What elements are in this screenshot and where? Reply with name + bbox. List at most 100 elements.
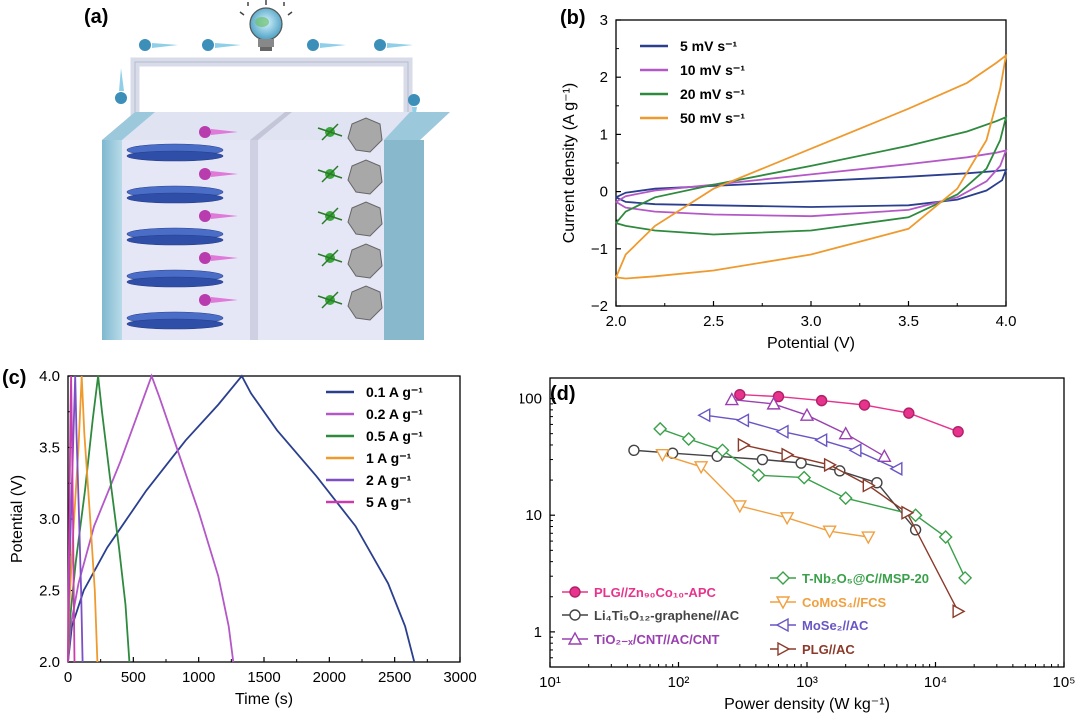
data-point <box>628 444 640 457</box>
data-point <box>858 399 871 411</box>
y-tick-label: 2.0 <box>39 654 60 671</box>
y-tick-label: 100 <box>520 391 542 408</box>
data-point <box>822 525 837 539</box>
legend-label: 5 mV s⁻¹ <box>680 38 738 54</box>
ragone-line-4 <box>659 428 966 579</box>
cv-chart: 2.0 2.5 3.0 3.5 4.0 −2 −1 0 1 2 3 Potential (V) Curr… <box>560 7 1016 352</box>
data-point <box>797 470 812 485</box>
x-tick-label: 10² <box>668 674 690 691</box>
ragone-line-2 <box>633 449 917 531</box>
gcd-curve-2 <box>67 373 235 663</box>
data-point <box>815 394 828 407</box>
x-tick-label: 500 <box>121 669 146 686</box>
separator <box>250 140 258 340</box>
porous-carbon-icons <box>347 117 383 321</box>
data-point <box>952 425 964 438</box>
legend-label: 1 A g⁻¹ <box>366 450 412 466</box>
x-tick-label: 10⁴ <box>924 674 947 691</box>
data-point <box>901 505 915 520</box>
gcd-curve-1 <box>67 374 416 663</box>
data-point <box>775 424 789 439</box>
data-point <box>861 531 876 545</box>
x-tick-label: 3.0 <box>801 313 822 330</box>
gcd-curve-4 <box>67 375 99 663</box>
y-axis-label: Current density (A g⁻¹) <box>561 83 578 244</box>
data-point <box>715 443 730 458</box>
data-point <box>814 432 828 448</box>
data-point <box>756 453 769 466</box>
data-point <box>952 604 966 619</box>
y-tick-label: 0 <box>600 184 608 201</box>
anion-icons <box>317 123 343 309</box>
gcd-chart: 0 500 1000 1500 2000 2500 3000 2.0 2.5 3.0 3.5 4.0 T… <box>2 367 477 708</box>
legend-label: 0.2 A g⁻¹ <box>366 406 423 422</box>
data-point <box>903 407 915 419</box>
y-axis-label: Potential (V) <box>9 475 26 563</box>
legend-label: Li₄Ti₅O₁₂-graphene//AC <box>594 608 740 623</box>
legend-label: 10 mV s⁻¹ <box>680 62 745 78</box>
x-axis-label: Power density (W kg⁻¹) <box>724 696 890 713</box>
y-tick-label: 1 <box>534 624 542 641</box>
plot-frame <box>615 19 1007 307</box>
x-tick-label: 2000 <box>313 669 346 686</box>
data-point <box>693 461 709 475</box>
x-axis-label: Time (s) <box>235 691 293 708</box>
data-point <box>838 426 853 440</box>
data-point <box>799 407 815 421</box>
legend-marker <box>569 609 581 621</box>
device-schematic <box>102 0 450 340</box>
legend-marker <box>567 631 583 645</box>
x-tick-label: 1000 <box>182 669 215 686</box>
y-tick-label: 3.5 <box>39 440 60 457</box>
data-point <box>766 396 781 410</box>
y-tick-label: 2.5 <box>39 583 60 600</box>
panel-label: (c) <box>2 367 26 389</box>
y-tick-label: 10 <box>525 507 542 524</box>
data-point <box>735 413 750 428</box>
y-tick-label: 3 <box>600 12 608 29</box>
ragone-line-5 <box>662 454 869 538</box>
panel-c: 0 500 1000 1500 2000 2500 3000 2.0 2.5 3.0 3.5 4.0 T… <box>0 362 520 720</box>
data-point <box>889 461 903 476</box>
gcd-curve-5 <box>67 375 84 663</box>
data-point <box>938 530 953 545</box>
x-tick-label: 2500 <box>378 669 411 686</box>
panel-b: 2.0 2.5 3.0 3.5 4.0 −2 −1 0 1 2 3 Potential (V) Curr… <box>520 0 1080 362</box>
panel-label: (b) <box>560 7 586 29</box>
y-tick-label: 4.0 <box>39 368 60 385</box>
y-tick-label: −1 <box>591 241 608 258</box>
legend-label: PLG//AC <box>802 642 855 657</box>
panel-label: (d) <box>550 383 576 405</box>
data-point <box>655 449 670 463</box>
x-tick-label: 1500 <box>247 669 280 686</box>
data-point <box>823 457 838 473</box>
y-tick-label: −2 <box>591 298 608 315</box>
data-point <box>772 390 785 403</box>
data-point <box>653 421 668 436</box>
left-electrode <box>102 140 122 340</box>
legend-marker <box>777 641 791 657</box>
data-point <box>958 570 973 585</box>
legend-label: 20 mV s⁻¹ <box>680 86 745 102</box>
x-tick-label: 3.5 <box>898 313 919 330</box>
legend-marker <box>775 617 789 633</box>
data-point <box>838 491 853 506</box>
graphene-layers-icon <box>126 143 224 330</box>
light-bulb-icon <box>239 0 293 51</box>
panel-d: 10¹ 10² 10³ 10⁴ 10⁵ 1 10 100 Power density (W kg… <box>501 362 1080 720</box>
data-point <box>697 408 711 423</box>
legend-marker <box>569 586 581 598</box>
cv-curve-2 <box>615 149 1008 218</box>
x-tick-label: 10¹ <box>539 674 561 691</box>
y-tick-label: 3.0 <box>39 511 60 528</box>
data-point <box>737 437 751 453</box>
data-point <box>732 500 747 514</box>
legend-label: TiO₂₋ₓ/CNT//AC/CNT <box>594 632 720 647</box>
cv-curve-3 <box>615 115 1008 236</box>
panel-a-label: (a) <box>84 6 109 28</box>
data-point <box>724 392 740 406</box>
legend-label: 0.5 A g⁻¹ <box>366 428 423 444</box>
data-point <box>751 468 766 483</box>
gcd-curve-3 <box>67 375 131 663</box>
data-point <box>848 443 862 458</box>
